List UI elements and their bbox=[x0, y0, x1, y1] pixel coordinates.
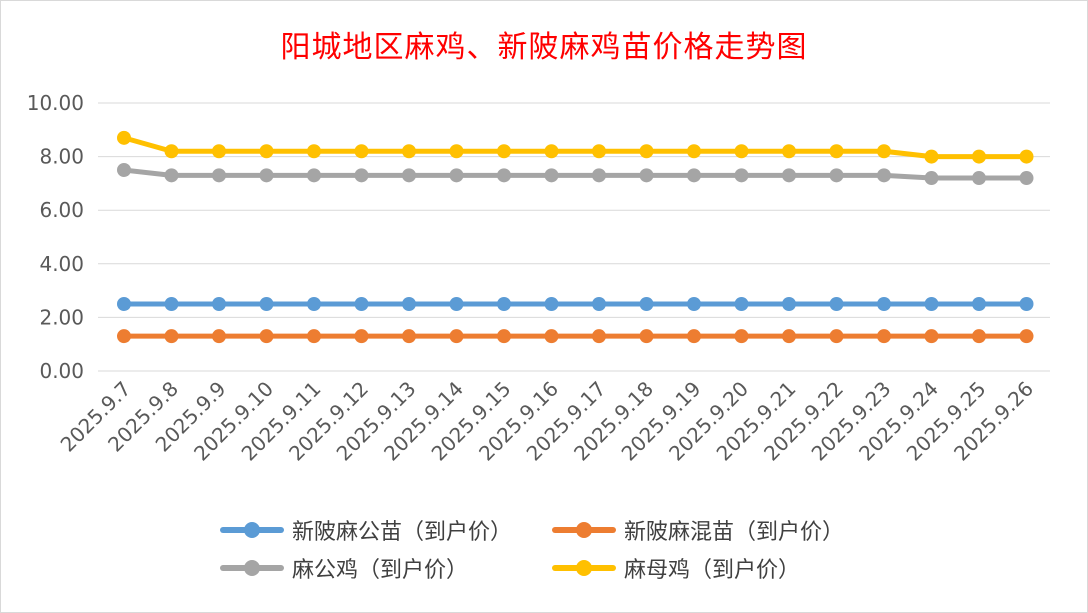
data-point bbox=[687, 297, 701, 311]
data-point bbox=[782, 168, 796, 183]
series-1 bbox=[117, 329, 1034, 344]
data-point bbox=[1019, 329, 1034, 344]
data-point bbox=[1019, 149, 1034, 164]
data-point bbox=[639, 168, 654, 183]
data-point bbox=[402, 168, 416, 183]
series-line bbox=[121, 135, 1029, 160]
data-point bbox=[402, 144, 416, 159]
data-point bbox=[544, 329, 559, 344]
data-point bbox=[544, 144, 559, 159]
y-tick-label: 8.00 bbox=[39, 145, 84, 169]
data-point bbox=[829, 144, 844, 159]
y-tick-label: 6.00 bbox=[39, 198, 84, 222]
data-point bbox=[877, 297, 891, 311]
data-point bbox=[972, 171, 986, 186]
data-point bbox=[117, 297, 131, 311]
data-point bbox=[307, 144, 321, 159]
data-point bbox=[592, 168, 606, 183]
data-point bbox=[402, 329, 416, 344]
data-point bbox=[687, 168, 701, 183]
data-point bbox=[449, 168, 464, 183]
data-point bbox=[639, 144, 654, 159]
data-point bbox=[497, 144, 511, 159]
data-point bbox=[782, 329, 796, 344]
data-point bbox=[829, 329, 844, 344]
data-point bbox=[212, 297, 226, 311]
data-point bbox=[639, 329, 654, 344]
data-point bbox=[212, 168, 226, 183]
data-point bbox=[449, 329, 464, 344]
data-point bbox=[117, 130, 131, 145]
data-point bbox=[972, 329, 986, 344]
chart-title: 阳城地区麻鸡、新陂麻鸡苗价格走势图 bbox=[280, 30, 808, 65]
series-2 bbox=[117, 163, 1034, 186]
data-point bbox=[734, 297, 749, 311]
y-tick-label: 4.00 bbox=[39, 252, 84, 276]
data-point bbox=[734, 168, 749, 183]
data-point bbox=[259, 144, 274, 159]
data-point bbox=[544, 168, 559, 183]
data-point bbox=[449, 297, 464, 311]
data-point bbox=[924, 297, 939, 311]
data-point bbox=[592, 329, 606, 344]
x-axis-tick-labels: 2025.9.72025.9.82025.9.92025.9.102025.9.… bbox=[56, 377, 1038, 466]
data-point bbox=[164, 168, 179, 183]
data-point bbox=[354, 329, 369, 344]
data-point bbox=[972, 149, 986, 164]
data-point bbox=[877, 329, 891, 344]
data-point bbox=[639, 297, 654, 311]
data-point bbox=[497, 168, 511, 183]
data-point bbox=[449, 144, 464, 159]
data-point bbox=[592, 297, 606, 311]
data-point bbox=[782, 297, 796, 311]
data-point bbox=[734, 144, 749, 159]
data-point bbox=[877, 168, 891, 183]
data-point bbox=[212, 329, 226, 344]
data-point bbox=[354, 168, 369, 183]
data-point bbox=[1019, 171, 1034, 186]
data-point bbox=[307, 297, 321, 311]
data-point bbox=[687, 329, 701, 344]
data-point bbox=[117, 163, 131, 177]
data-point bbox=[259, 168, 274, 183]
data-point bbox=[544, 297, 559, 311]
data-point bbox=[212, 144, 226, 159]
data-point bbox=[829, 297, 844, 311]
series-line bbox=[121, 167, 1029, 181]
y-tick-label: 10.00 bbox=[27, 91, 84, 115]
y-tick-label: 0.00 bbox=[39, 359, 84, 383]
gridlines bbox=[98, 102, 1050, 372]
data-point bbox=[164, 329, 179, 344]
data-point bbox=[354, 144, 369, 159]
data-point bbox=[259, 329, 274, 344]
data-point bbox=[687, 144, 701, 159]
data-point bbox=[924, 171, 939, 186]
data-point bbox=[307, 329, 321, 344]
series-lines bbox=[117, 130, 1034, 344]
data-point bbox=[164, 297, 179, 311]
data-point bbox=[877, 144, 891, 159]
data-point bbox=[497, 329, 511, 344]
data-point bbox=[117, 329, 131, 344]
data-point bbox=[782, 144, 796, 159]
data-point bbox=[259, 297, 274, 311]
data-point bbox=[924, 329, 939, 344]
data-point bbox=[497, 297, 511, 311]
y-axis-tick-labels: 0.00 2.00 4.00 6.00 8.00 10.00 bbox=[27, 91, 84, 383]
series-3 bbox=[117, 130, 1034, 164]
data-point bbox=[164, 144, 179, 159]
data-point bbox=[1019, 297, 1034, 311]
data-point bbox=[829, 168, 844, 183]
data-point bbox=[924, 149, 939, 164]
series-0 bbox=[117, 297, 1034, 311]
data-point bbox=[972, 297, 986, 311]
y-tick-label: 2.00 bbox=[39, 305, 84, 329]
data-point bbox=[402, 297, 416, 311]
data-point bbox=[354, 297, 369, 311]
data-point bbox=[734, 329, 749, 344]
data-point bbox=[592, 144, 606, 159]
data-point bbox=[307, 168, 321, 183]
